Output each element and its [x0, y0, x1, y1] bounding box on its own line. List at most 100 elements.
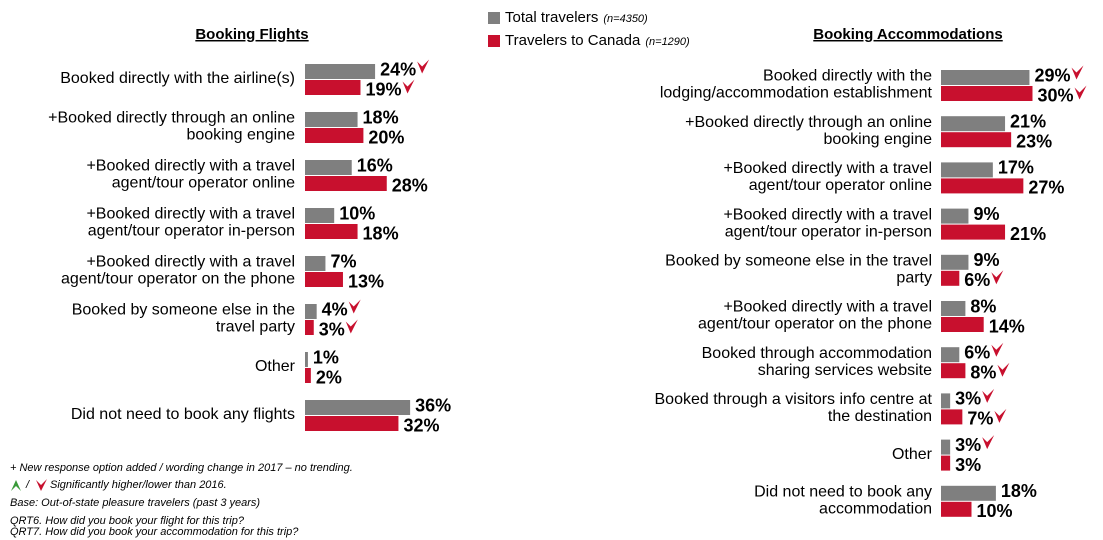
- value-label: 28%: [392, 175, 428, 195]
- category-label: +Booked directly with a travel: [86, 206, 295, 223]
- legend-swatch: [488, 35, 500, 47]
- bar: [305, 224, 358, 239]
- value-label: 16%: [357, 155, 393, 175]
- bar: [941, 439, 951, 455]
- value-label: 18%: [363, 223, 399, 243]
- value-label: 3%: [955, 455, 981, 475]
- legend-note: (n=1290): [645, 36, 690, 48]
- category-label: agent/tour operator in-person: [88, 223, 295, 240]
- category-label: booking engine: [186, 127, 295, 144]
- value-label: 24%: [380, 59, 416, 79]
- value-label: 23%: [1016, 131, 1052, 151]
- legend-label: Travelers to Canada: [505, 32, 641, 49]
- category-label: +Booked directly with a travel: [723, 206, 932, 223]
- footnote: QRT7. How did you book your accommodatio…: [10, 526, 299, 538]
- bar: [941, 132, 1012, 148]
- bar: [305, 304, 317, 319]
- value-label: 14%: [989, 316, 1025, 336]
- value-label: 4%: [322, 299, 348, 319]
- legend-note: (n=4350): [603, 13, 648, 25]
- category-label: +Booked directly with a travel: [723, 299, 932, 316]
- value-label: 13%: [348, 271, 384, 291]
- footnote: Significantly higher/lower than 2016.: [50, 479, 227, 491]
- value-label: 6%: [964, 270, 990, 290]
- bar: [941, 162, 993, 178]
- sig-lower-icon: [36, 479, 47, 491]
- category-label: agent/tour operator online: [749, 177, 932, 194]
- bar: [305, 112, 358, 127]
- category-label: Booked directly with the: [763, 68, 932, 85]
- category-label: lodging/accommodation establishment: [660, 85, 933, 102]
- legend-label: Total travelers: [505, 9, 598, 26]
- category-label: +Booked directly through an online: [685, 114, 932, 131]
- value-label: 6%: [964, 342, 990, 362]
- value-label: 18%: [363, 107, 399, 127]
- bar: [305, 128, 364, 143]
- footnote: + New response option added / wording ch…: [10, 462, 353, 474]
- bar: [941, 178, 1024, 194]
- value-label: 17%: [998, 158, 1034, 178]
- bar: [941, 116, 1006, 132]
- category-label: sharing services website: [758, 362, 932, 379]
- value-label: 32%: [403, 415, 439, 435]
- value-label: 19%: [365, 79, 401, 99]
- sig-lower-icon: [348, 299, 361, 314]
- value-label: 3%: [319, 319, 345, 339]
- category-label: Booked through accommodation: [702, 345, 932, 362]
- category-label: party: [896, 270, 932, 287]
- bar: [941, 224, 1006, 240]
- bar: [941, 301, 966, 316]
- value-label: 3%: [955, 389, 981, 409]
- bar: [305, 272, 343, 287]
- legend-swatch: [488, 12, 500, 24]
- value-label: 8%: [970, 362, 996, 382]
- category-label: the destination: [828, 408, 932, 425]
- sig-lower-icon: [991, 270, 1004, 285]
- bar: [941, 393, 951, 409]
- value-label: 29%: [1034, 65, 1070, 85]
- value-label: 36%: [415, 395, 451, 415]
- footnote: QRT6. How did you book your flight for t…: [10, 515, 245, 527]
- sig-lower-icon: [994, 408, 1007, 423]
- bar: [305, 80, 361, 95]
- value-label: 2%: [316, 367, 342, 387]
- sig-lower-icon: [982, 388, 995, 403]
- bar: [941, 270, 960, 286]
- category-label: Did not need to book any: [754, 484, 932, 501]
- bar: [305, 256, 326, 271]
- value-label: 27%: [1028, 178, 1064, 198]
- sig-lower-icon: [1074, 85, 1087, 100]
- value-label: 9%: [973, 204, 999, 224]
- category-label: booking engine: [823, 131, 932, 148]
- bar: [941, 347, 960, 363]
- category-label: travel party: [216, 319, 295, 336]
- bar: [941, 485, 996, 501]
- bar: [305, 368, 311, 383]
- chart-title: Booking Accommodations: [813, 26, 1002, 43]
- category-label: Did not need to book any flights: [71, 406, 295, 423]
- bar: [305, 416, 399, 431]
- footnote-separator: /: [25, 479, 30, 491]
- value-label: 8%: [970, 296, 996, 316]
- bar: [305, 176, 387, 191]
- category-label: Other: [255, 358, 296, 375]
- sig-lower-icon: [982, 435, 995, 450]
- category-label: Booked by someone else in the: [72, 302, 295, 319]
- value-label: 10%: [339, 203, 375, 223]
- bar: [941, 501, 972, 517]
- value-label: 7%: [967, 409, 993, 429]
- category-label: Booked directly with the airline(s): [60, 70, 295, 87]
- bar: [305, 208, 335, 223]
- value-label: 3%: [955, 435, 981, 455]
- category-label: agent/tour operator in-person: [725, 223, 932, 240]
- bar: [305, 320, 314, 335]
- sig-lower-icon: [417, 59, 430, 74]
- category-label: Booked through a visitors info centre at: [655, 391, 933, 408]
- value-label: 21%: [1010, 224, 1046, 244]
- bar: [941, 363, 966, 379]
- sig-lower-icon: [997, 362, 1010, 377]
- sig-lower-icon: [1071, 65, 1084, 80]
- value-label: 30%: [1038, 85, 1074, 105]
- value-label: 7%: [330, 251, 356, 271]
